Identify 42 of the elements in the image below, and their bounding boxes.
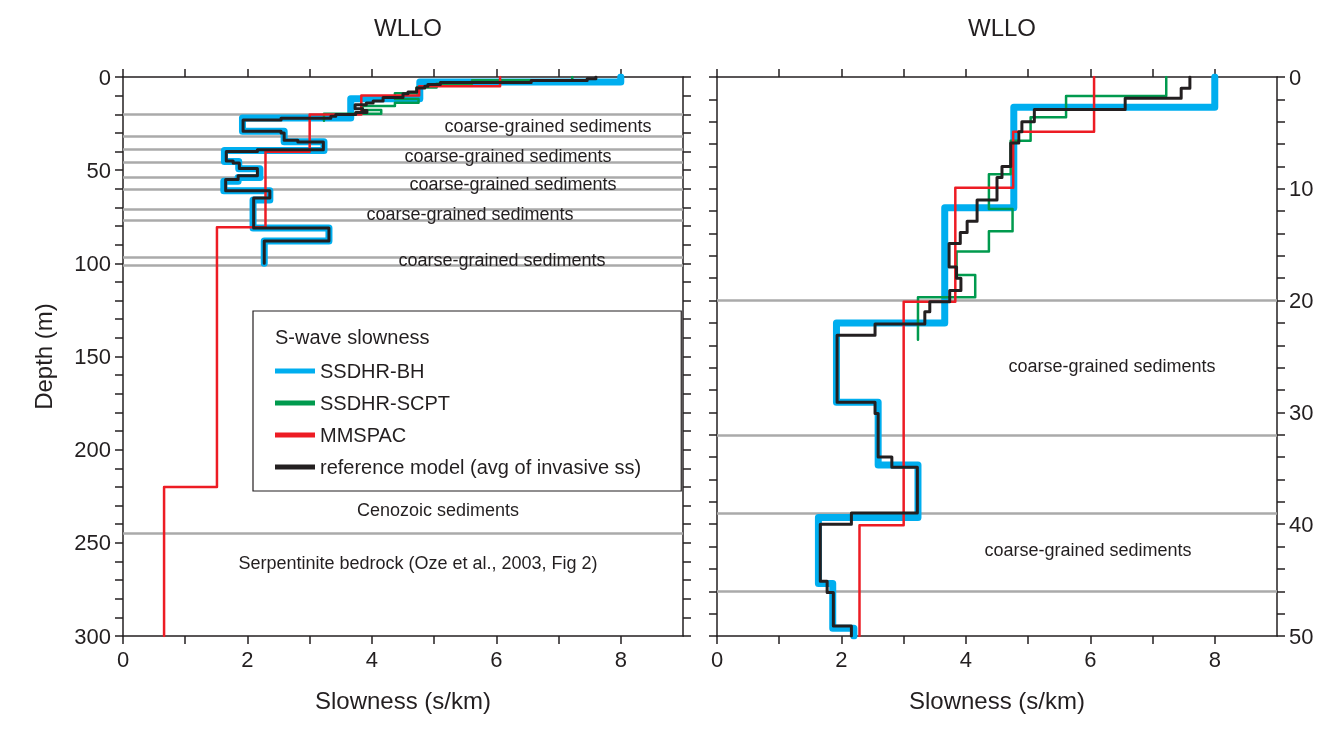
x-tick-label: 4 (365, 646, 379, 672)
x-tick-label: 0 (710, 646, 724, 672)
annotation: coarse-grained sediments (366, 204, 574, 224)
legend-title: S-wave slowness (275, 326, 430, 348)
x-tick-label: 2 (835, 646, 848, 672)
annotation: Serpentinite bedrock (Oze et al., 2003, Fig 2) (238, 553, 598, 573)
annotation: coarse-grained sediments (984, 540, 1192, 560)
legend-label: MMSPAC (320, 424, 407, 446)
legend-label: SSDHR-BH (320, 360, 425, 382)
y-tick-label: 0 (1289, 64, 1302, 90)
x-tick-label: 4 (959, 646, 973, 672)
x-tick-label: 8 (614, 646, 627, 672)
y-tick-label: 30 (1289, 399, 1314, 425)
y-tick-label: 50 (1289, 623, 1314, 649)
y-tick-label: 200 (74, 437, 111, 463)
x-tick-label: 2 (241, 646, 254, 672)
y-tick-label: 150 (74, 344, 111, 369)
y-tick-label: 50 (86, 157, 111, 183)
chart-title: WLLO (967, 13, 1037, 41)
x-axis-title: Slowness (s/km) (908, 686, 1086, 714)
chart-title: WLLO (373, 13, 443, 41)
annotation: coarse-grained sediments (1008, 356, 1216, 376)
y-axis-title: Depth (m) (29, 303, 57, 410)
y-tick-label: 300 (74, 623, 111, 649)
y-tick-label: 40 (1289, 511, 1314, 537)
legend-label: SSDHR-SCPT (320, 392, 451, 414)
annotation: Cenozoic sediments (356, 500, 520, 520)
x-tick-label: 0 (116, 646, 130, 672)
legend-label: reference model (avg of invasive ss) (320, 456, 642, 478)
x-axis-title: Slowness (s/km) (314, 686, 492, 714)
x-tick-label: 6 (490, 646, 503, 672)
y-tick-label: 250 (74, 530, 111, 556)
annotation: coarse-grained sediments (409, 174, 617, 194)
y-tick-label: 0 (98, 64, 111, 90)
annotation: coarse-grained sediments (404, 146, 612, 166)
x-tick-label: 6 (1084, 646, 1097, 672)
y-tick-label: 20 (1289, 288, 1314, 314)
y-tick-label: 100 (74, 250, 111, 276)
annotation: coarse-grained sediments (398, 250, 606, 270)
y-tick-label: 10 (1289, 176, 1314, 202)
annotation: coarse-grained sediments (444, 116, 652, 136)
x-tick-label: 8 (1208, 646, 1221, 672)
